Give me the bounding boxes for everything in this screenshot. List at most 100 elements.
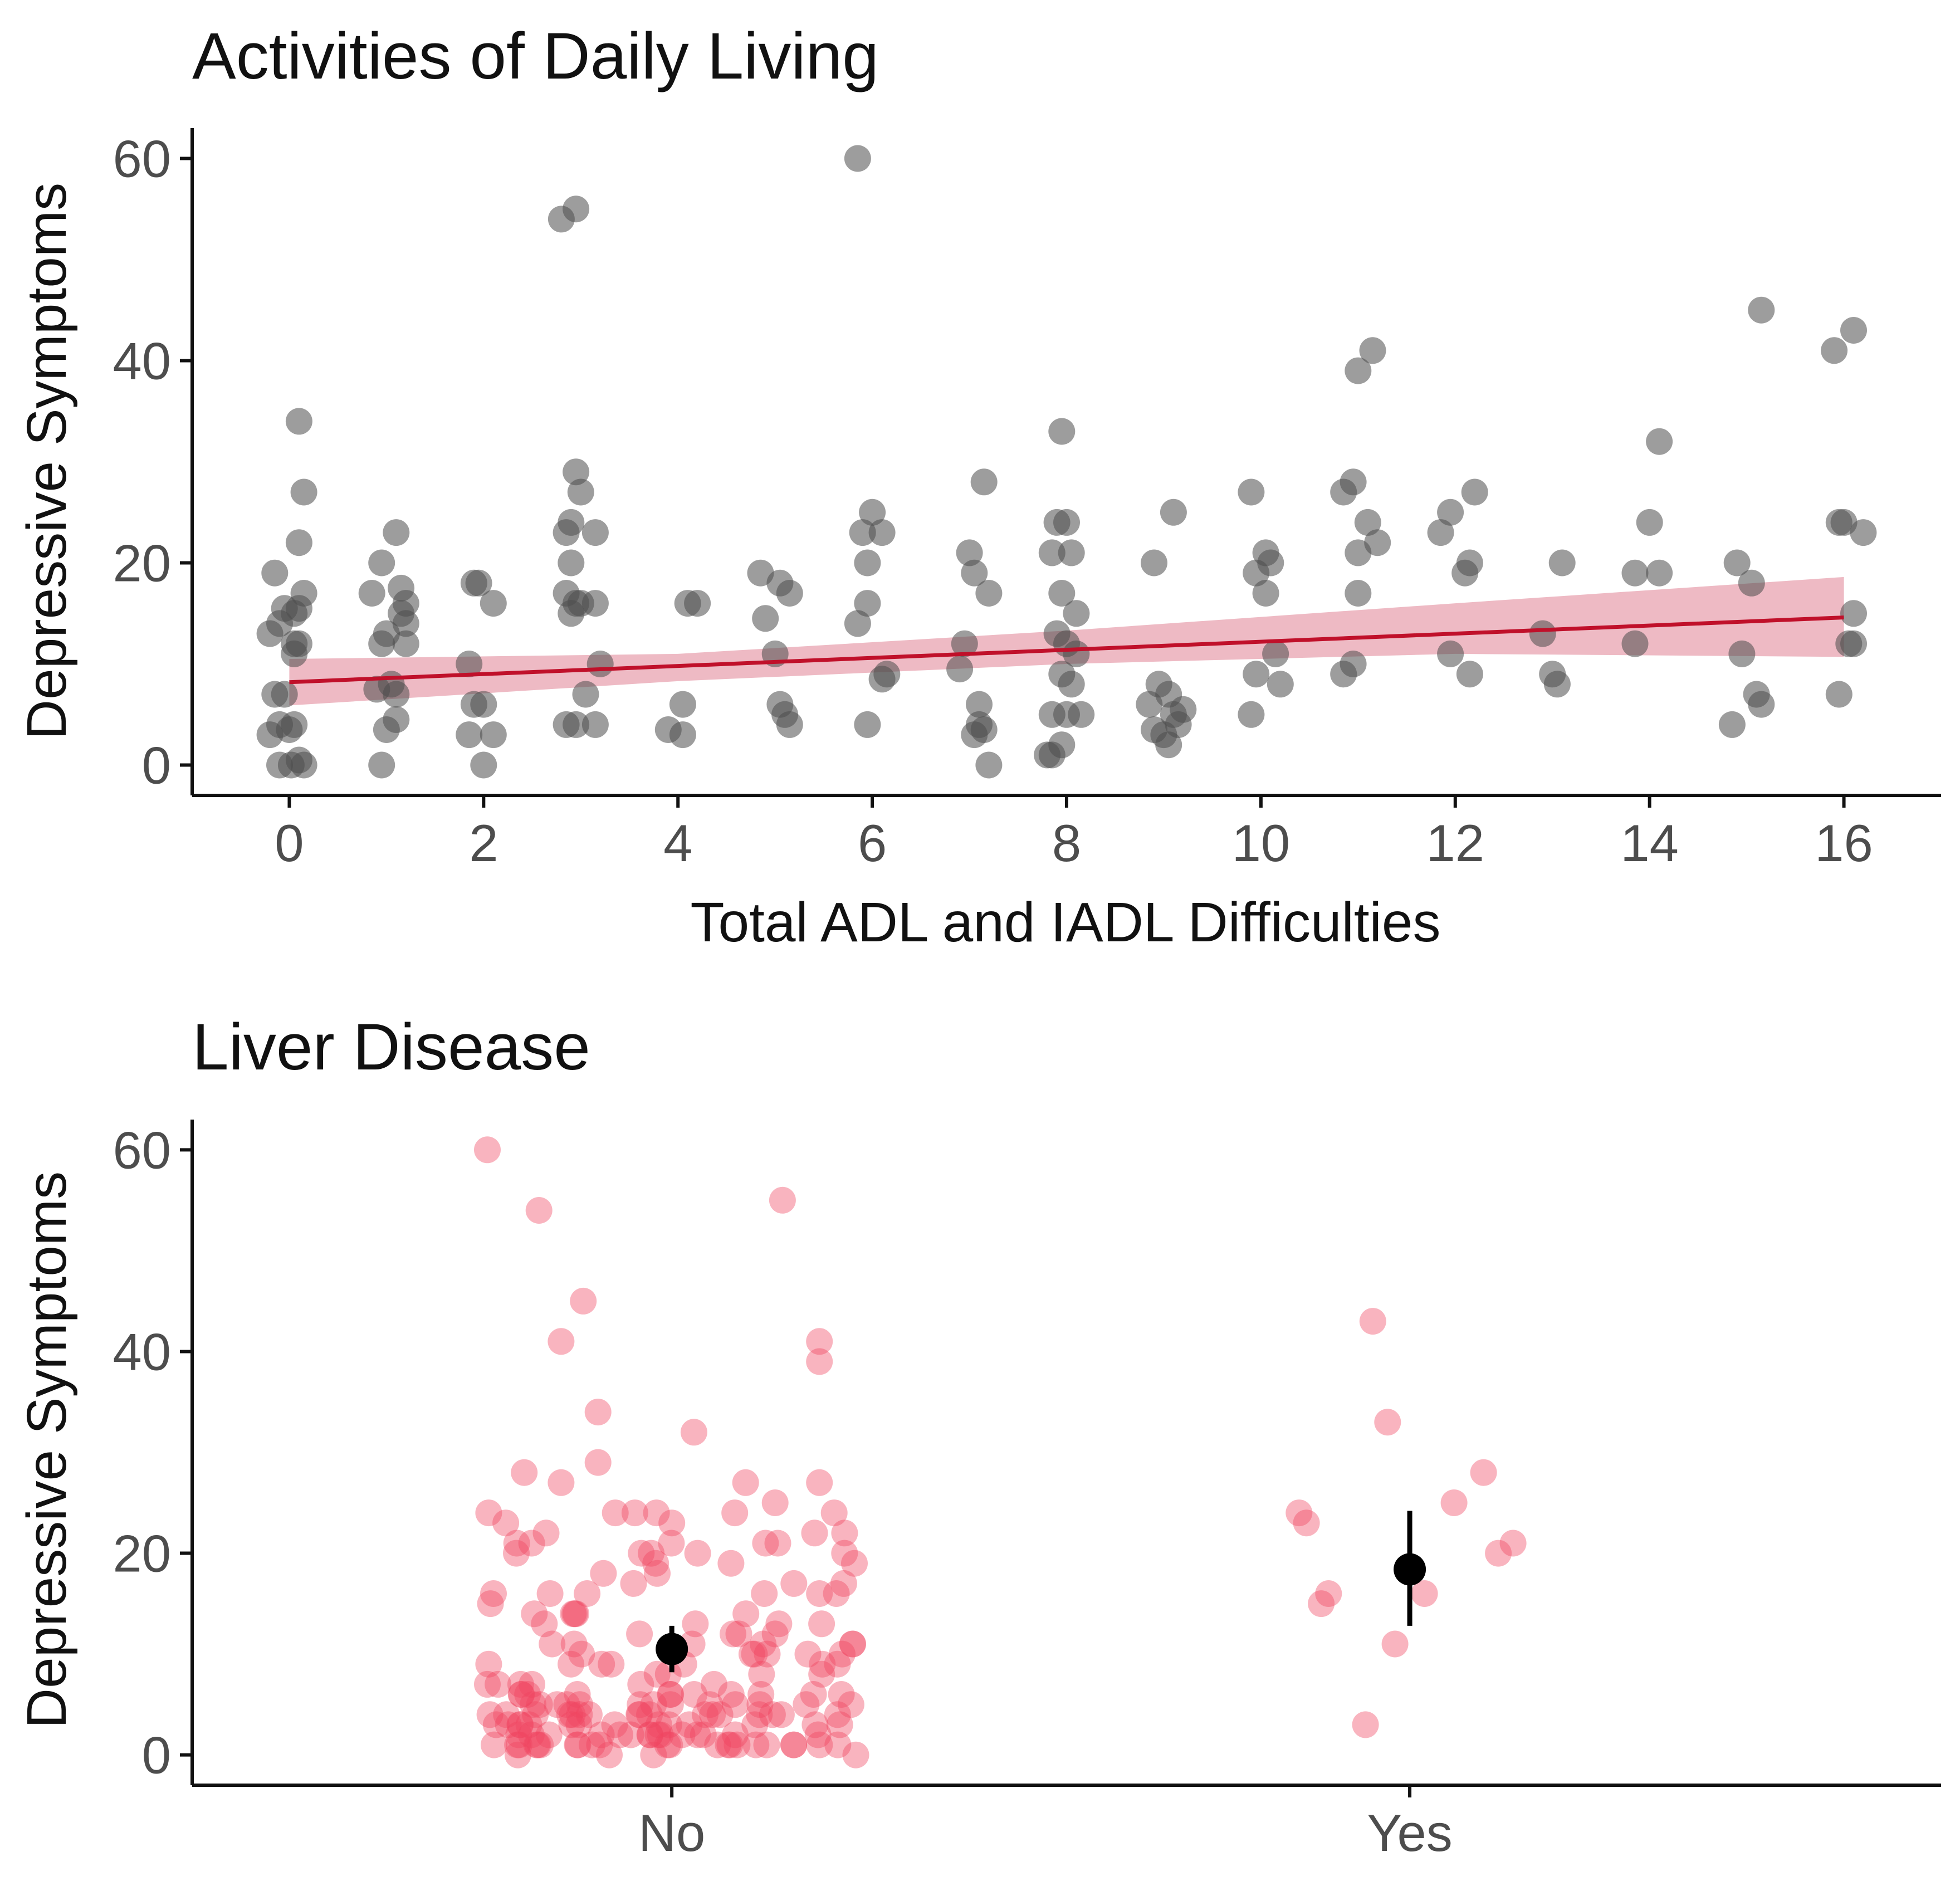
adl-point bbox=[868, 666, 896, 693]
adl-point bbox=[465, 569, 492, 597]
adl-point bbox=[961, 559, 988, 587]
adl-fit-line bbox=[289, 615, 1844, 685]
liver-point-no bbox=[780, 1731, 807, 1758]
adl-point bbox=[1238, 478, 1265, 506]
adl-point bbox=[1048, 731, 1076, 759]
adl-point bbox=[1748, 296, 1775, 324]
liver-point-no bbox=[507, 1670, 534, 1698]
liver-point-no bbox=[748, 1660, 775, 1688]
liver-point-no bbox=[806, 1328, 833, 1355]
liver-point-no bbox=[503, 1540, 530, 1567]
adl-point bbox=[1252, 580, 1279, 607]
liver-point-no bbox=[732, 1469, 759, 1496]
liver-point-no bbox=[505, 1721, 532, 1748]
adl-point bbox=[1529, 620, 1556, 647]
liver-point-no bbox=[480, 1580, 507, 1607]
liver-point-no bbox=[830, 1570, 857, 1597]
adl-point bbox=[776, 711, 803, 738]
liver-point-no bbox=[620, 1570, 647, 1597]
liver-title: Liver Disease bbox=[192, 1010, 590, 1084]
liver-point-no bbox=[504, 1731, 531, 1758]
liver-point-no bbox=[654, 1731, 681, 1758]
adl-point bbox=[1840, 600, 1867, 627]
liver-point-no bbox=[716, 1731, 744, 1758]
liver-point-no bbox=[532, 1520, 560, 1547]
liver-point-no bbox=[625, 1701, 653, 1728]
liver-point-no bbox=[656, 1731, 683, 1758]
liver-point-yes bbox=[1499, 1530, 1527, 1557]
liver-point-no bbox=[780, 1570, 808, 1597]
adl-point bbox=[358, 580, 385, 607]
liver-point-no bbox=[824, 1731, 852, 1758]
liver-point-no bbox=[568, 1640, 595, 1668]
adl-point bbox=[456, 651, 483, 677]
liver-point-no bbox=[824, 1650, 851, 1678]
adl-point bbox=[368, 549, 395, 576]
adl-point bbox=[854, 711, 881, 738]
liver-point-no bbox=[658, 1509, 686, 1537]
liver-point-no bbox=[522, 1701, 549, 1728]
adl-point bbox=[383, 706, 410, 733]
adl-point bbox=[285, 529, 312, 556]
liver-point-no bbox=[768, 1701, 795, 1728]
adl-point bbox=[558, 549, 585, 576]
liver-point-no bbox=[657, 1681, 685, 1708]
adl-point bbox=[1548, 549, 1576, 576]
adl-point bbox=[581, 519, 609, 546]
adl-point bbox=[1262, 640, 1289, 667]
adl-point bbox=[1364, 529, 1391, 556]
liver-point-no bbox=[527, 1731, 554, 1758]
liver-point-no bbox=[842, 1741, 869, 1768]
liver-point-no bbox=[475, 1499, 502, 1527]
liver-point-no bbox=[700, 1670, 727, 1698]
liver-point-no bbox=[722, 1721, 749, 1748]
liver-point-no bbox=[684, 1540, 711, 1567]
adl-point bbox=[946, 656, 974, 683]
liver-point-no bbox=[837, 1691, 864, 1718]
liver-point-no bbox=[485, 1670, 512, 1698]
liver-point-no bbox=[704, 1731, 731, 1758]
liver-point-no bbox=[746, 1701, 773, 1728]
liver-point-no bbox=[517, 1721, 545, 1748]
liver-point-no bbox=[524, 1731, 551, 1758]
liver-point-no bbox=[626, 1620, 653, 1648]
adl-title: Activities of Daily Living bbox=[192, 19, 879, 93]
liver-point-no bbox=[750, 1630, 777, 1658]
liver-point-no bbox=[566, 1691, 593, 1718]
liver-point-no bbox=[636, 1701, 663, 1728]
adl-point bbox=[368, 630, 395, 657]
adl-panel: Activities of Daily Living 0 20 40 60 0 2 4 6 8… bbox=[16, 19, 1941, 954]
adl-x-axis-label: Total ADL and IADL Difficulties bbox=[691, 891, 1441, 954]
liver-point-no bbox=[657, 1681, 684, 1708]
liver-point-no bbox=[839, 1630, 866, 1658]
liver-point-no bbox=[841, 1550, 868, 1577]
liver-point-no bbox=[515, 1711, 542, 1738]
liver-point-no bbox=[809, 1650, 836, 1678]
liver-point-no bbox=[806, 1348, 833, 1375]
liver-point-no bbox=[626, 1701, 653, 1728]
liver-point-no bbox=[753, 1731, 780, 1758]
liver-point-no bbox=[565, 1711, 593, 1738]
liver-point-yes bbox=[1381, 1630, 1409, 1658]
liver-point-no bbox=[644, 1560, 671, 1587]
adl-point bbox=[956, 539, 983, 566]
liver-panel: Liver Disease 0 20 40 60 No Yes Depressive S… bbox=[16, 1010, 1941, 1862]
adl-point bbox=[281, 630, 308, 657]
liver-point-no bbox=[482, 1711, 510, 1738]
adl-point bbox=[563, 458, 590, 486]
liver-point-no bbox=[560, 1630, 588, 1658]
liver-point-no bbox=[535, 1721, 563, 1748]
liver-point-no bbox=[481, 1731, 507, 1758]
adl-point bbox=[383, 519, 410, 546]
y-tick-label: 20 bbox=[113, 534, 171, 593]
liver-point-no bbox=[717, 1681, 745, 1708]
liver-point-no bbox=[820, 1499, 848, 1527]
adl-point bbox=[558, 600, 585, 627]
liver-point-no bbox=[721, 1499, 749, 1527]
adl-point bbox=[975, 580, 1003, 607]
adl-point bbox=[951, 630, 978, 657]
adl-point bbox=[470, 691, 497, 718]
mean-point bbox=[1394, 1553, 1426, 1586]
liver-point-no bbox=[643, 1499, 670, 1527]
y-tick-label: 0 bbox=[142, 736, 171, 795]
